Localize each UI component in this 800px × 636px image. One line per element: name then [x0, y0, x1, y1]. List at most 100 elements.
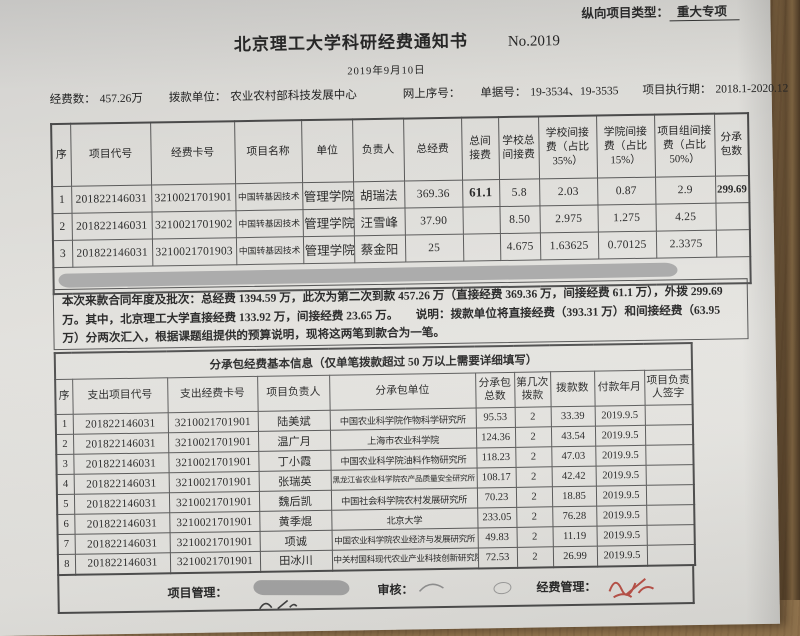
table-cell — [646, 525, 694, 546]
table-cell: 3210021701901 — [170, 531, 260, 552]
table-cell: 37.90 — [404, 207, 462, 235]
table-cell: 0.87 — [597, 177, 655, 205]
table-cell: 中国农业科学院油料作物研究所 — [330, 448, 476, 470]
table-cell: 118.23 — [476, 447, 515, 468]
column-header: 第几次拨款 — [514, 372, 551, 408]
table-cell: 201822146031 — [75, 533, 170, 554]
table-cell — [646, 485, 694, 506]
table-cell: 2019.9.5 — [596, 465, 646, 486]
table-cell: 中国农业科学院农业经济与发展研究所 — [332, 528, 478, 550]
column-header: 拨款数 — [550, 371, 595, 407]
table-cell: 北京大学 — [331, 508, 477, 530]
table-cell: 3210021701901 — [169, 491, 259, 512]
table-cell — [646, 465, 694, 486]
table-cell: 上海市农业科学院 — [330, 428, 476, 450]
table-cell: 25 — [405, 234, 463, 262]
table-cell — [716, 229, 750, 257]
funding-table: 序项目代号经费卡号项目名称单位负责人总经费总间接费学校总间接费学校间接费（占比3… — [50, 112, 752, 295]
table-cell: 2 — [515, 407, 551, 428]
column-header: 项目组间接费（占比50%） — [654, 114, 715, 177]
table-cell: 95.53 — [476, 407, 515, 428]
table-cell: 4 — [57, 474, 74, 494]
table-cell: 2019.9.5 — [595, 405, 645, 426]
table-cell: 76.28 — [552, 506, 596, 527]
table-cell: 2019.9.5 — [596, 525, 646, 546]
table-cell: 201822146031 — [73, 433, 168, 454]
table-cell: 陆美斌 — [258, 410, 330, 431]
table-cell: 2.9 — [655, 176, 715, 204]
table-cell: 2019.9.5 — [597, 545, 647, 566]
table-cell: 3210021701902 — [152, 210, 236, 238]
table-cell: 2019.9.5 — [596, 505, 646, 526]
table-cell: 201822146031 — [73, 413, 168, 434]
table-cell: 2 — [56, 434, 73, 454]
table-cell: 3210021701901 — [168, 411, 258, 432]
summary-note: 本次来款合同年度及批次：总经费 1394.59 万，此次为第二次到款 457.2… — [53, 278, 749, 350]
circle-mark — [493, 581, 513, 596]
table-cell: 201822146031 — [72, 239, 152, 267]
pencil-mark — [417, 578, 447, 594]
table-cell — [647, 545, 695, 566]
table-cell: 中国农业科学院作物科学研究所 — [330, 408, 476, 430]
document-title: 北京理工大学科研经费通知书 — [234, 27, 468, 56]
table-cell: 田冰川 — [260, 550, 332, 571]
column-header: 序 — [51, 124, 71, 186]
field-value: 农业农村部科技发展中心 — [230, 89, 357, 103]
table-cell: 2 — [517, 527, 553, 548]
table-cell: 3210021701901 — [168, 431, 258, 452]
table-cell: 2.3375 — [656, 230, 716, 258]
title-row: 北京理工大学科研经费通知书 No.2019 — [234, 25, 560, 55]
table-cell: 管理学院 — [302, 208, 353, 236]
table-cell: 管理学院 — [302, 181, 353, 209]
table-cell: 2 — [516, 467, 552, 488]
table-cell: 3210021701901 — [168, 451, 258, 472]
table-cell — [715, 202, 749, 230]
column-header: 经费卡号 — [150, 121, 235, 184]
table-cell: 2 — [516, 487, 552, 508]
table-cell: 张瑞英 — [259, 470, 331, 491]
table-cell: 项诚 — [260, 530, 332, 551]
column-header: 总经费 — [403, 118, 462, 181]
redacted-signature-blob — [253, 580, 349, 595]
info-line: 经费数：457.26万 拨款单位：农业农村部科技发展中心 网上序号： 单据号：1… — [50, 81, 710, 107]
table-cell: 1 — [52, 186, 71, 213]
table-cell: 201822146031 — [72, 212, 152, 240]
info-field-payer: 拨款单位：农业农村部科技发展中心 — [169, 86, 357, 105]
review-label: 审核： — [377, 580, 413, 598]
table-cell: 3210021701901 — [170, 551, 260, 572]
table-cell: 72.53 — [478, 547, 517, 568]
funding-table-header-row: 序项目代号经费卡号项目名称单位负责人总经费总间接费学校总间接费学校间接费（占比3… — [51, 113, 749, 186]
table-cell: 中国社会科学院农村发展研究所 — [331, 488, 477, 510]
table-cell: 1.63625 — [540, 232, 598, 260]
table-cell — [645, 425, 693, 446]
info-field-receipt-no: 单据号：19-3534、19-3535 — [480, 82, 618, 100]
table-cell: 3210021701901 — [151, 183, 235, 211]
table-cell: 201822146031 — [74, 493, 169, 514]
table-cell: 4.675 — [500, 232, 540, 260]
table-cell: 蔡金阳 — [354, 235, 405, 263]
table-cell: 3 — [53, 240, 72, 267]
table-cell — [645, 445, 693, 466]
document-paper: 纵向项目类型：重大专项 北京理工大学科研经费通知书 No.2019 2019年9… — [0, 0, 780, 636]
column-header: 总间接费 — [461, 117, 499, 180]
field-label: 项目执行期： — [642, 84, 711, 97]
info-field-amount: 经费数：457.26万 — [50, 90, 143, 107]
column-header: 项目负责人签字 — [644, 370, 693, 406]
table-cell: 3210021701901 — [169, 511, 259, 532]
table-cell: 2.975 — [539, 205, 597, 233]
field-value: 19-3534、19-3535 — [530, 85, 618, 98]
table-cell: 201822146031 — [73, 453, 168, 474]
table-cell: 201822146031 — [71, 185, 151, 213]
table-cell: 8 — [58, 554, 75, 574]
table-cell: 18.85 — [552, 486, 596, 507]
table-cell: 温广月 — [258, 430, 330, 451]
column-header: 分承包数 — [714, 113, 749, 176]
table-cell: 49.83 — [478, 527, 517, 548]
table-cell — [463, 233, 500, 261]
column-header: 单位 — [301, 119, 353, 182]
column-header: 项目代号 — [70, 123, 151, 186]
table-cell: 胡瑞法 — [353, 181, 404, 209]
table-cell: 魏后凯 — [259, 490, 331, 511]
table-cell: 2 — [517, 547, 553, 568]
